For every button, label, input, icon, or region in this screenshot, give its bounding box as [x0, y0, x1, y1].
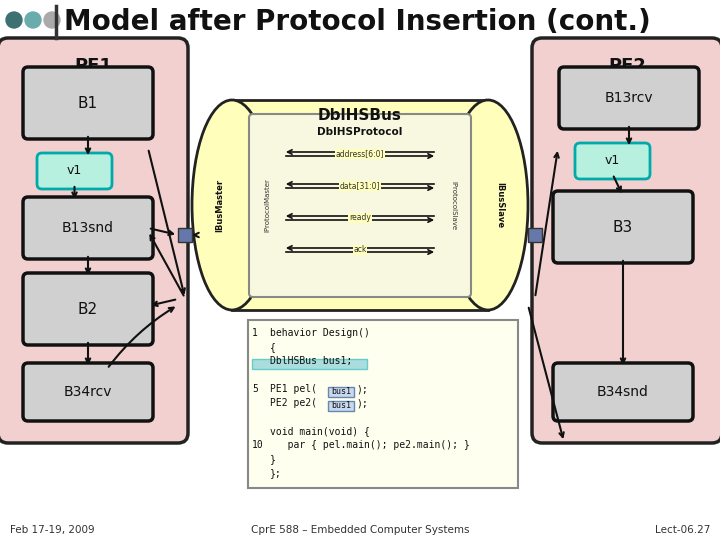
- Bar: [328, 401, 354, 411]
- Text: );: );: [356, 398, 368, 408]
- FancyBboxPatch shape: [559, 67, 699, 129]
- FancyBboxPatch shape: [37, 153, 112, 189]
- Text: B34rcv: B34rcv: [64, 385, 112, 399]
- Text: behavior Design(): behavior Design(): [270, 328, 370, 338]
- Text: B1: B1: [78, 96, 98, 111]
- Text: address[6:0]: address[6:0]: [336, 150, 384, 159]
- Text: PE1 pel(: PE1 pel(: [270, 384, 323, 394]
- FancyBboxPatch shape: [0, 38, 188, 443]
- Bar: [328, 387, 354, 397]
- Text: 10: 10: [252, 440, 264, 450]
- Ellipse shape: [192, 100, 272, 310]
- Text: B34snd: B34snd: [597, 385, 649, 399]
- Text: bus1: bus1: [331, 402, 351, 410]
- Bar: [528, 228, 542, 242]
- FancyBboxPatch shape: [23, 363, 153, 421]
- Ellipse shape: [448, 100, 528, 310]
- Text: {: {: [270, 342, 276, 352]
- Text: PE1: PE1: [74, 57, 112, 75]
- Text: void main(void) {: void main(void) {: [270, 426, 370, 436]
- Text: data[31:0]: data[31:0]: [340, 181, 380, 191]
- Text: v1: v1: [605, 154, 620, 167]
- Text: ready: ready: [349, 213, 371, 222]
- Text: 1: 1: [252, 328, 258, 338]
- Text: DblHSBus: DblHSBus: [318, 107, 402, 123]
- Text: Model after Protocol Insertion (cont.): Model after Protocol Insertion (cont.): [64, 8, 651, 36]
- Text: IBusMaster: IBusMaster: [215, 178, 225, 232]
- Text: DblHSProtocol: DblHSProtocol: [318, 127, 402, 137]
- Text: par { pel.main(); pe2.main(); }: par { pel.main(); pe2.main(); }: [270, 440, 469, 450]
- FancyBboxPatch shape: [532, 38, 720, 443]
- Text: }: }: [270, 454, 276, 464]
- Text: IProtocolSlave: IProtocolSlave: [450, 181, 456, 230]
- Text: B13rcv: B13rcv: [605, 91, 653, 105]
- Text: Feb 17-19, 2009: Feb 17-19, 2009: [10, 525, 94, 535]
- Circle shape: [25, 12, 41, 28]
- Bar: [248, 320, 518, 488]
- Text: bus1: bus1: [331, 388, 351, 396]
- Text: PE2: PE2: [608, 57, 646, 75]
- Text: DblHSBus bus1;: DblHSBus bus1;: [270, 356, 352, 366]
- Text: B2: B2: [78, 301, 98, 316]
- FancyBboxPatch shape: [23, 197, 153, 259]
- Text: Lect-06.27: Lect-06.27: [654, 525, 710, 535]
- Text: B3: B3: [613, 219, 633, 234]
- FancyBboxPatch shape: [23, 67, 153, 139]
- FancyBboxPatch shape: [23, 273, 153, 345]
- Text: );: );: [356, 384, 368, 394]
- FancyBboxPatch shape: [553, 363, 693, 421]
- Text: };: };: [270, 468, 282, 478]
- Circle shape: [44, 12, 60, 28]
- Text: PE2 pe2(: PE2 pe2(: [270, 398, 323, 408]
- Circle shape: [6, 12, 22, 28]
- Bar: [232, 100, 488, 310]
- FancyBboxPatch shape: [249, 114, 471, 297]
- FancyBboxPatch shape: [575, 143, 650, 179]
- Text: ack: ack: [354, 246, 366, 254]
- Text: v1: v1: [67, 165, 82, 178]
- Text: 5: 5: [252, 384, 258, 394]
- Text: IBusSlave: IBusSlave: [495, 182, 505, 228]
- FancyBboxPatch shape: [553, 191, 693, 263]
- Text: IProtocolMaster: IProtocolMaster: [264, 179, 270, 232]
- Text: B13snd: B13snd: [62, 221, 114, 235]
- Bar: [178, 228, 192, 242]
- Text: CprE 588 – Embedded Computer Systems: CprE 588 – Embedded Computer Systems: [251, 525, 469, 535]
- Bar: [252, 359, 367, 369]
